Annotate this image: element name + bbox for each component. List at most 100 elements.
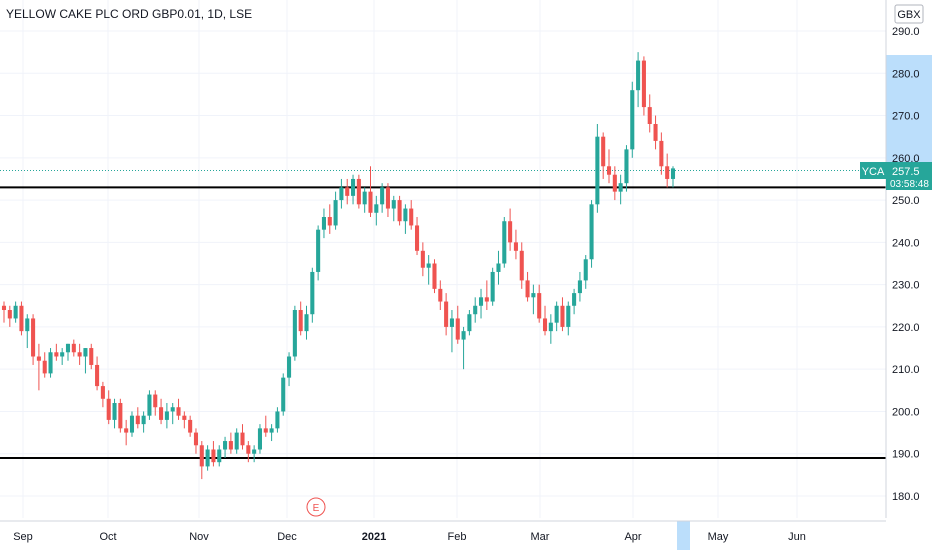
candle <box>670 166 676 188</box>
candle-body <box>444 301 449 327</box>
candle-body <box>298 310 303 332</box>
candle-body <box>513 242 518 251</box>
currency-button[interactable]: GBX <box>894 4 924 24</box>
candle-body <box>345 187 350 196</box>
candle <box>83 348 88 374</box>
candle <box>444 293 449 336</box>
ticker-badge-label: YCA <box>862 166 885 178</box>
candle-body <box>205 449 210 467</box>
candle <box>461 326 466 370</box>
candle-body <box>397 200 402 222</box>
candle-body <box>263 428 268 433</box>
candle-body <box>368 191 373 213</box>
candle <box>240 424 245 450</box>
candle <box>112 398 117 429</box>
candle-body <box>193 432 199 446</box>
candle <box>60 348 65 365</box>
candle-body <box>490 271 495 302</box>
candle-body <box>618 183 623 192</box>
candle <box>36 343 41 391</box>
time-axis-highlight <box>677 521 690 550</box>
candle-body <box>164 411 169 420</box>
candle <box>118 398 123 433</box>
candle-body <box>147 394 152 416</box>
price-tick-label: 220.0 <box>892 322 920 334</box>
candle-body <box>182 415 187 420</box>
candle <box>641 56 646 116</box>
candle-body <box>141 415 146 425</box>
candle <box>211 441 216 467</box>
candle <box>95 356 100 391</box>
candle <box>7 305 12 327</box>
candle-body <box>170 407 175 412</box>
candle-body <box>310 271 315 315</box>
candle <box>129 411 135 437</box>
time-axis[interactable]: Sep Oct Nov Dec 2021 Feb Mar Apr May Jun <box>0 518 932 550</box>
candle-body <box>77 352 82 357</box>
candle <box>351 174 356 205</box>
candle-body <box>502 221 507 264</box>
price-tick-label: 200.0 <box>892 406 920 418</box>
candle-body <box>496 263 501 272</box>
candle <box>612 166 617 201</box>
candle-body <box>484 297 489 302</box>
candle-body <box>36 356 41 361</box>
earnings-marker-label: E <box>313 503 320 514</box>
candle <box>298 301 303 336</box>
price-tick-label: 280.0 <box>892 68 920 80</box>
candle <box>589 200 594 268</box>
candle-body <box>1 305 7 310</box>
candle <box>606 149 612 184</box>
candle-body <box>327 217 332 226</box>
time-tick-label: Apr <box>624 531 641 543</box>
candle <box>449 310 454 353</box>
candle-body <box>542 318 548 332</box>
bar-countdown: 03:58:48 <box>890 179 929 190</box>
candle-body <box>106 398 111 420</box>
candle-body <box>275 411 280 429</box>
candle-body <box>554 305 559 323</box>
candle <box>327 204 332 234</box>
price-tick-label: 250.0 <box>892 195 920 207</box>
candle-body <box>473 305 478 315</box>
price-axis[interactable]: 180.0 190.0 200.0 210.0 220.0 230.0 240.0 250.0… <box>885 0 932 518</box>
candle-body <box>89 348 94 365</box>
candle-body <box>432 263 437 289</box>
last-price-value: 257.5 <box>892 166 920 178</box>
candle <box>508 208 513 251</box>
candle <box>414 217 420 256</box>
candle <box>345 178 350 205</box>
candle-body <box>112 403 117 420</box>
candle-body <box>438 288 443 302</box>
candle <box>164 403 169 429</box>
candle-body <box>519 250 524 281</box>
grid <box>0 0 886 518</box>
candle <box>269 424 274 442</box>
candle-body <box>281 377 286 412</box>
candle-body <box>159 407 164 420</box>
candle <box>595 124 600 213</box>
plot-background <box>0 0 886 518</box>
candle <box>380 183 385 213</box>
candle <box>223 436 228 458</box>
candle <box>513 229 518 260</box>
candle-body <box>478 297 484 306</box>
candle-body <box>83 348 88 357</box>
candle <box>391 195 396 222</box>
price-tick-label: 240.0 <box>892 237 920 249</box>
candle-body <box>292 310 297 357</box>
candle-body <box>199 445 204 467</box>
price-tick-label: 290.0 <box>892 26 920 38</box>
ticker-badge: YCA <box>860 162 886 179</box>
candle <box>385 183 390 217</box>
earnings-marker[interactable]: E <box>306 497 326 517</box>
candle-body <box>339 187 344 201</box>
candle <box>374 195 379 226</box>
candle <box>263 415 268 437</box>
time-tick-label: Nov <box>189 531 209 543</box>
candle <box>368 166 373 217</box>
candle <box>170 403 175 425</box>
candle-body <box>461 331 466 340</box>
candle <box>48 348 53 378</box>
candle-body <box>234 432 239 450</box>
